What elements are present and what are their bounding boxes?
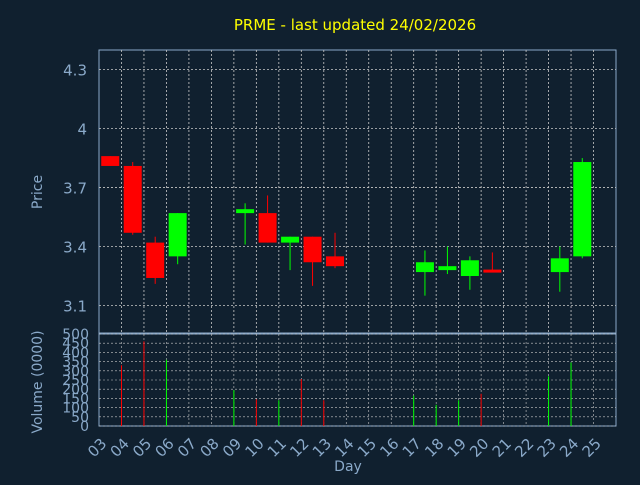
price-tick-label: 3.4 <box>63 239 87 257</box>
candle-body <box>415 262 434 273</box>
candle-24 <box>573 158 592 259</box>
candle-body <box>550 258 569 273</box>
candle-03 <box>101 156 120 166</box>
volume-tick-label: 450 <box>62 336 89 352</box>
candle-body <box>101 156 120 166</box>
volume-tick-label: 200 <box>62 382 89 398</box>
volume-tick-label: 250 <box>62 373 89 389</box>
candle-06 <box>168 213 187 265</box>
candle-body <box>303 236 322 263</box>
price-tick-label: 3.1 <box>63 297 87 315</box>
candle-09 <box>236 203 255 245</box>
candle-body <box>281 236 300 243</box>
candle-body <box>258 213 277 243</box>
price-tick-label: 3.7 <box>63 180 87 198</box>
volume-axis-label: Volume (0000) <box>30 330 46 433</box>
candle-body <box>438 266 457 271</box>
candle-12 <box>303 236 322 286</box>
price-tick-label: 4.3 <box>63 62 87 80</box>
candle-10 <box>258 195 277 243</box>
volume-tick-label: 500 <box>62 327 89 343</box>
price-tick-label: 4 <box>77 121 87 139</box>
x-tick-label: 25 <box>579 435 605 461</box>
volume-tick-label: 300 <box>62 364 89 380</box>
volume-tick-label: 0 <box>80 419 89 435</box>
candle-05 <box>146 236 165 284</box>
volume-tick-label: 350 <box>62 355 89 371</box>
x-axis-label: Day <box>334 459 362 475</box>
price-panel: 4.3 4 3.7 3.4 3.1 <box>63 49 617 334</box>
candle-body <box>460 260 479 277</box>
volume-tick-label: 100 <box>62 401 89 417</box>
chart-title: PRME - last updated 24/02/2026 <box>234 16 476 34</box>
price-axis-label: Price <box>30 175 46 209</box>
candle-17 <box>415 250 434 296</box>
candle-18 <box>438 246 457 275</box>
candle-11 <box>281 236 300 271</box>
volume-tick-label: 50 <box>71 410 89 426</box>
candle-body <box>236 209 255 214</box>
candle-body <box>123 165 142 233</box>
price-plot-frame <box>98 49 617 334</box>
candle-body <box>168 213 187 257</box>
candle-body <box>326 256 345 267</box>
volume-tick-label: 150 <box>62 391 89 407</box>
candle-body <box>146 242 165 278</box>
candle-19 <box>460 256 479 290</box>
candle-20 <box>483 252 502 273</box>
volume-tick-label: 400 <box>62 345 89 361</box>
candle-body <box>573 162 592 257</box>
candle-13 <box>326 232 345 269</box>
candle-04 <box>123 162 142 235</box>
candle-23 <box>550 246 569 292</box>
x-axis: 0304050607080910111213141516171819202122… <box>84 435 605 461</box>
candle-body <box>483 269 502 273</box>
